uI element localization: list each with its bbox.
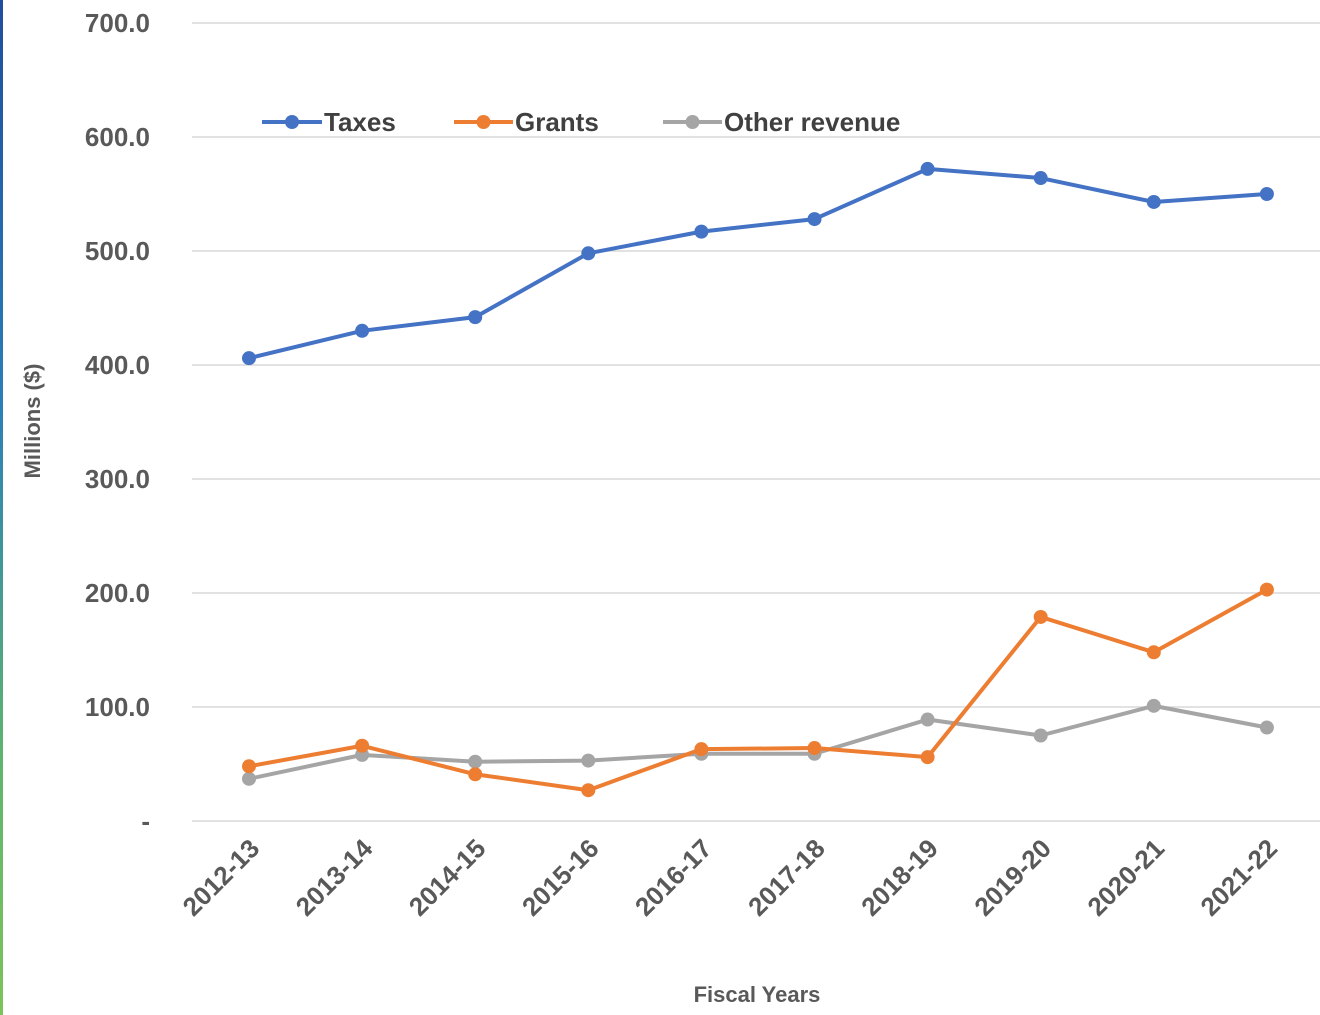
y-tick-label: 100.0 (85, 692, 150, 722)
x-tick-label: 2015-16 (516, 833, 605, 922)
taxes-point (694, 224, 709, 239)
legend-swatch-marker (476, 115, 491, 129)
taxes-point (807, 212, 822, 227)
y-tick-label: 500.0 (85, 236, 150, 266)
y-tick-label: - (141, 806, 150, 836)
legend-item-taxes: Taxes (262, 107, 396, 137)
taxes-point (1259, 187, 1274, 201)
grants-point (694, 742, 709, 757)
taxes-point (581, 246, 596, 261)
left-edge-accent (0, 0, 3, 1015)
grants-point (1259, 582, 1274, 597)
y-axis-ticks: - 100.0 200.0 300.0 400.0 500.0 600.0 700.0 (85, 8, 150, 836)
grants-point (1146, 645, 1161, 660)
taxes-point (1033, 171, 1048, 186)
grants-point (920, 750, 935, 765)
y-tick-label: 600.0 (85, 122, 150, 152)
legend-swatch-marker (285, 115, 299, 129)
x-tick-label: 2019-20 (968, 833, 1057, 922)
other-revenue-point (1259, 720, 1274, 735)
x-tick-label: 2017-18 (742, 833, 831, 922)
x-tick-label: 2016-17 (629, 833, 718, 922)
other-revenue-point (920, 712, 935, 727)
series-lines (242, 161, 1274, 798)
x-tick-label: 2021-22 (1194, 833, 1283, 922)
y-tick-label: 300.0 (85, 464, 150, 494)
legend-item-grants: Grants (454, 107, 599, 137)
other-revenue-point (242, 771, 256, 786)
legend-label: Grants (515, 107, 599, 137)
grants-point (1033, 609, 1048, 624)
x-tick-label: 2018-19 (855, 833, 944, 922)
grants-point (807, 741, 822, 756)
gridlines (192, 22, 1320, 822)
x-axis-ticks: 2012-13 2013-14 2014-15 2015-16 2016-17 2017-… (177, 833, 1284, 922)
y-tick-label: 700.0 (85, 8, 150, 38)
other-revenue-line (248, 703, 1268, 781)
grants-point (355, 738, 370, 753)
x-tick-label: 2012-13 (177, 833, 266, 922)
series-other-revenue (242, 698, 1274, 786)
legend-label: Other revenue (724, 107, 900, 137)
taxes-point (355, 323, 370, 338)
x-axis-title: Fiscal Years (694, 982, 821, 1007)
other-revenue-point (581, 753, 596, 768)
taxes-line (248, 166, 1268, 361)
y-axis-title: Millions ($) (20, 364, 45, 479)
taxes-point (242, 351, 256, 366)
taxes-point (920, 161, 935, 176)
y-tick-label: 200.0 (85, 578, 150, 608)
taxes-point (468, 310, 483, 325)
taxes-point (1146, 194, 1161, 209)
legend-swatch-marker (685, 115, 700, 129)
y-tick-label: 400.0 (85, 350, 150, 380)
grants-point (468, 767, 483, 782)
legend-item-other-revenue: Other revenue (663, 107, 900, 137)
legend: Taxes Grants Other revenue (262, 107, 900, 137)
grants-line (248, 587, 1268, 793)
x-tick-label: 2020-21 (1081, 833, 1170, 922)
series-grants (242, 582, 1274, 798)
other-revenue-point (1033, 728, 1048, 743)
x-tick-label: 2014-15 (403, 833, 492, 922)
other-revenue-point (468, 754, 483, 769)
grants-point (242, 759, 256, 774)
legend-label: Taxes (324, 107, 396, 137)
grants-point (581, 783, 596, 798)
series-taxes (242, 161, 1274, 366)
other-revenue-point (1146, 698, 1161, 713)
x-tick-label: 2013-14 (290, 833, 379, 922)
